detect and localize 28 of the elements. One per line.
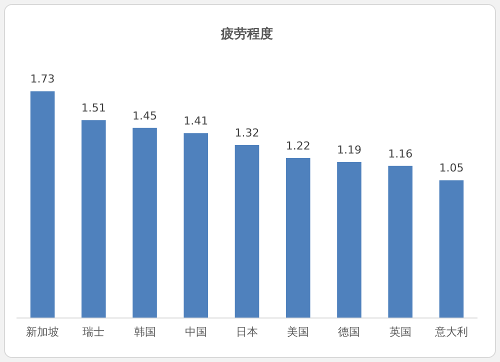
bar bbox=[439, 180, 464, 318]
data-label: 1.73 bbox=[30, 72, 55, 86]
bar bbox=[82, 120, 106, 318]
x-tick-label: 英国 bbox=[389, 325, 412, 338]
bar bbox=[337, 162, 362, 318]
x-tick-label: 意大利 bbox=[434, 325, 468, 338]
data-label: 1.51 bbox=[81, 101, 106, 114]
x-tick-label: 美国 bbox=[287, 325, 310, 338]
chart-title: 疲劳程度 bbox=[220, 26, 273, 42]
bar bbox=[388, 166, 412, 318]
x-tick-label: 新加坡 bbox=[26, 325, 60, 338]
x-tick-label: 中国 bbox=[184, 325, 207, 338]
x-tick-label: 日本 bbox=[236, 325, 258, 338]
data-label: 1.32 bbox=[234, 126, 260, 140]
data-label: 1.45 bbox=[132, 109, 158, 122]
bar bbox=[184, 133, 208, 318]
x-tick-label: 韩国 bbox=[134, 325, 156, 338]
bar bbox=[132, 128, 157, 318]
bar bbox=[30, 91, 55, 318]
data-label: 1.41 bbox=[184, 114, 208, 128]
data-label: 1.05 bbox=[439, 162, 464, 175]
x-tick-label: 德国 bbox=[338, 325, 360, 338]
data-label: 1.16 bbox=[388, 147, 413, 160]
x-tick-label: 瑞士 bbox=[82, 325, 105, 338]
data-label: 1.19 bbox=[336, 143, 362, 156]
bar bbox=[234, 144, 260, 318]
bar bbox=[286, 158, 310, 318]
data-label: 1.22 bbox=[286, 139, 310, 152]
